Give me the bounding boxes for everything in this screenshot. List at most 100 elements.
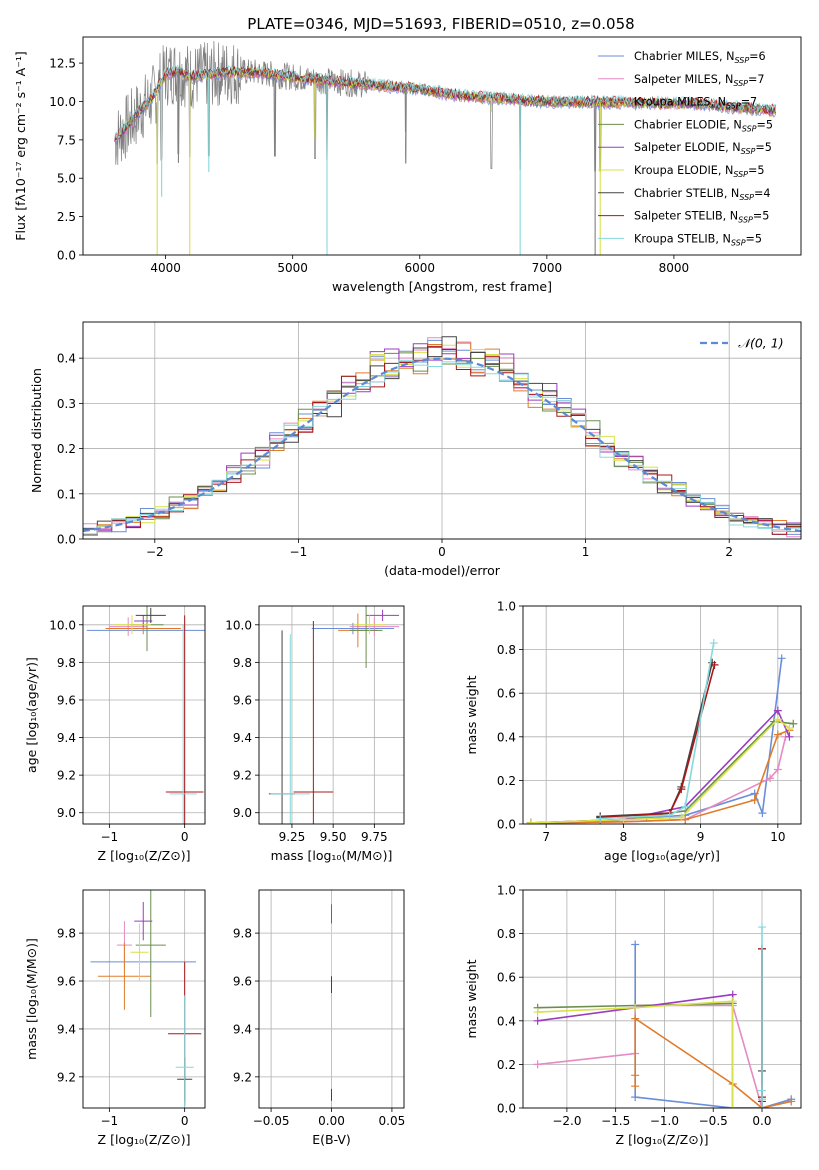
series-marker xyxy=(758,809,767,818)
y-tick-label: 9.6 xyxy=(233,693,252,707)
legend-entry: Salpeter ELODIE, NSSP=5 xyxy=(634,141,772,156)
x-tick-label: 2 xyxy=(725,545,733,559)
errorbar-point xyxy=(134,901,153,941)
series-line-kroupa-elodie xyxy=(530,718,790,824)
x-tick-label: −1 xyxy=(101,830,119,844)
y-tick-label: 10.0 xyxy=(49,618,76,632)
y-axis-label: mass weight xyxy=(464,675,479,754)
gaussian-curve xyxy=(83,357,801,533)
series-marker xyxy=(773,730,782,739)
x-tick-label: 0 xyxy=(438,545,446,559)
series-marker xyxy=(710,660,719,669)
histogram-salpeter-stelib xyxy=(83,345,801,536)
x-tick-label: 5000 xyxy=(277,261,308,275)
x-tick-label: −1 xyxy=(101,1114,119,1128)
legend-entry: Salpeter STELIB, NSSP=5 xyxy=(634,210,769,225)
errorbar-point xyxy=(366,609,400,622)
series-marker xyxy=(526,818,535,824)
y-axis-label: mass [log₁₀(M/M⊙)] xyxy=(24,938,39,1060)
legend-entry: Kroupa STELIB, NSSP=5 xyxy=(634,232,762,247)
x-tick-label: −2.0 xyxy=(552,1114,581,1128)
x-axis-label: age [log₁₀(age/yr)] xyxy=(604,848,720,863)
series-marker xyxy=(677,813,686,822)
y-tick-label: 9.2 xyxy=(233,1070,252,1084)
series-marker xyxy=(787,1097,796,1106)
grid xyxy=(523,605,801,825)
x-tick-label: 0 xyxy=(181,830,189,844)
series-line-kroupa-stelib xyxy=(600,642,715,820)
x-tick-label: 4000 xyxy=(150,261,181,275)
x-tick-label: 9 xyxy=(697,830,705,844)
histogram-kroupa-stelib xyxy=(83,359,801,535)
x-tick-label: 9.25 xyxy=(279,830,306,844)
series-marker xyxy=(631,1093,640,1102)
errorbar-point xyxy=(98,942,151,1010)
y-tick-label: 9.2 xyxy=(57,769,76,783)
y-tick-label: 0.1 xyxy=(57,487,76,501)
series-marker xyxy=(665,811,674,820)
y-tick-label: 10.0 xyxy=(225,618,252,632)
series-line-chabrier-elodie xyxy=(537,1002,762,1108)
x-tick-label: 8000 xyxy=(659,261,690,275)
plot-area xyxy=(83,336,801,538)
axes-frame xyxy=(82,889,206,1109)
series-marker xyxy=(773,706,782,715)
series-marker xyxy=(757,1104,766,1108)
x-tick-label: 0 xyxy=(181,1114,189,1128)
y-tick-label: 1.0 xyxy=(497,600,516,614)
series-line-kroupa-elodie xyxy=(537,1000,762,1108)
y-tick-label: 9.2 xyxy=(57,1070,76,1084)
panel-mass-weight-vs-Z: −2.0 −1.5 −1.0 −0.5 0.0 0.0 0.2 0.4 0.6 0.8 1.0 Z [… xyxy=(464,884,802,1147)
axes-frame xyxy=(82,321,802,540)
y-tick-label: 12.5 xyxy=(49,57,76,71)
errorbar-point xyxy=(270,634,311,824)
series-marker xyxy=(777,654,786,663)
axes-frame xyxy=(522,889,802,1109)
x-axis-label: mass [log₁₀(M/M⊙)] xyxy=(271,848,393,863)
series-marker xyxy=(785,724,794,733)
errorbar-point xyxy=(165,615,204,824)
x-tick-label: 1 xyxy=(582,545,590,559)
errorbar-point xyxy=(349,606,383,669)
series-marker xyxy=(750,796,759,805)
y-tick-label: 0.0 xyxy=(57,249,76,263)
series-marker xyxy=(631,1082,640,1091)
panel-mass-vs-Z: −1 0 9.2 9.4 9.6 9.8 Z [log₁₀(Z/Z⊙)] mass [log₁… xyxy=(24,889,206,1147)
axes-frame xyxy=(258,889,405,1109)
panel-residual-histogram: −2 −1 0 1 2 0.0 0.1 0.2 0.3 0.4 (data-model)/error… xyxy=(29,321,802,578)
panel-mass-weight-vs-age: 7 8 9 10 0.0 0.2 0.4 0.6 0.8 1.0 age [log₁₀(age/yr… xyxy=(464,600,802,863)
x-tick-label: 7000 xyxy=(532,261,563,275)
y-tick-label: 0.4 xyxy=(497,1014,516,1028)
panel-age-vs-Z: −1 0 9.0 9.2 9.4 9.6 9.8 10.0 Z [log₁₀(Z/Z⊙)] age… xyxy=(24,605,206,863)
x-tick-label: −0.5 xyxy=(699,1114,728,1128)
legend-entry: Chabrier STELIB, NSSP=4 xyxy=(634,187,771,202)
x-tick-label: 9.50 xyxy=(320,830,347,844)
errorbar-point xyxy=(130,923,149,982)
series-marker xyxy=(631,1014,640,1023)
series-marker xyxy=(631,1071,640,1080)
series-marker xyxy=(785,732,794,741)
series-line-chabrier-miles xyxy=(530,658,783,824)
plot-area xyxy=(268,606,400,824)
legend-entry: Kroupa MILES, NSSP=7 xyxy=(634,96,757,111)
plot-area xyxy=(114,40,776,255)
panel-age-vs-mass: 9.25 9.50 9.75 9.0 9.2 9.4 9.6 9.8 10.0 mass [log… xyxy=(225,605,405,863)
series-marker xyxy=(773,765,782,774)
series-marker xyxy=(533,1016,542,1025)
y-tick-label: 0.2 xyxy=(497,1058,516,1072)
errorbar-point xyxy=(352,615,386,635)
errorbar-point xyxy=(113,615,151,635)
errorbar-point xyxy=(349,617,400,637)
y-tick-label: 9.2 xyxy=(233,769,252,783)
x-axis-label: Z [log₁₀(Z/Z⊙)] xyxy=(616,1132,709,1147)
x-axis-label: E(B-V) xyxy=(312,1132,351,1147)
series-marker xyxy=(596,814,605,823)
grid xyxy=(83,890,205,1108)
y-tick-label: 0.3 xyxy=(57,397,76,411)
y-tick-label: 9.8 xyxy=(233,927,252,941)
y-tick-label: 0.6 xyxy=(497,971,516,985)
y-tick-label: 0.6 xyxy=(497,687,516,701)
x-tick-label: −2 xyxy=(146,545,164,559)
y-tick-label: 0.0 xyxy=(57,533,76,547)
